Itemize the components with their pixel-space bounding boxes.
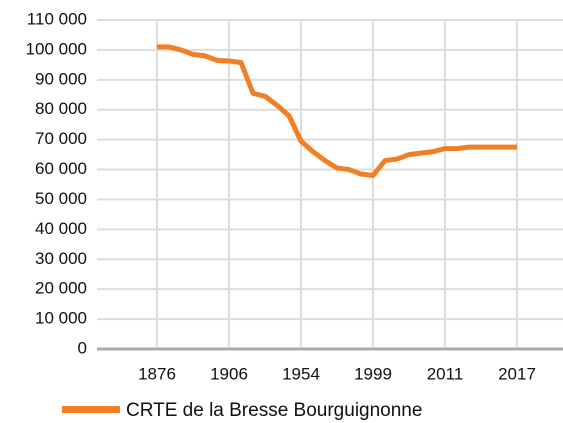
x-tick-label: 2017 <box>498 364 536 383</box>
x-tick-label: 1999 <box>354 364 392 383</box>
y-tick-label: 20 000 <box>35 279 87 298</box>
line <box>157 44 517 179</box>
x-tick-label: 1876 <box>138 364 176 383</box>
y-tick-label: 110 000 <box>27 9 87 28</box>
y-tick-label: 80 000 <box>35 99 87 118</box>
y-tick-label: 40 000 <box>35 219 87 238</box>
y-tick-label: 10 000 <box>35 309 87 328</box>
y-tick-label: 50 000 <box>35 189 87 208</box>
y-tick-label: 70 000 <box>35 129 87 148</box>
x-tick-label: 2011 <box>427 364 464 383</box>
legend-swatch <box>62 406 120 413</box>
y-tick-label: 90 000 <box>35 69 87 88</box>
legend-label: CRTE de la Bresse Bourguignonne <box>126 400 422 421</box>
x-tick-label: 1954 <box>282 364 320 383</box>
x-tick-label: 1906 <box>210 364 248 383</box>
y-tick-label: 30 000 <box>35 249 87 268</box>
y-tick-label: 100 000 <box>26 39 87 58</box>
y-tick-label: 60 000 <box>35 159 87 178</box>
y-tick-label: 0 <box>78 338 87 357</box>
